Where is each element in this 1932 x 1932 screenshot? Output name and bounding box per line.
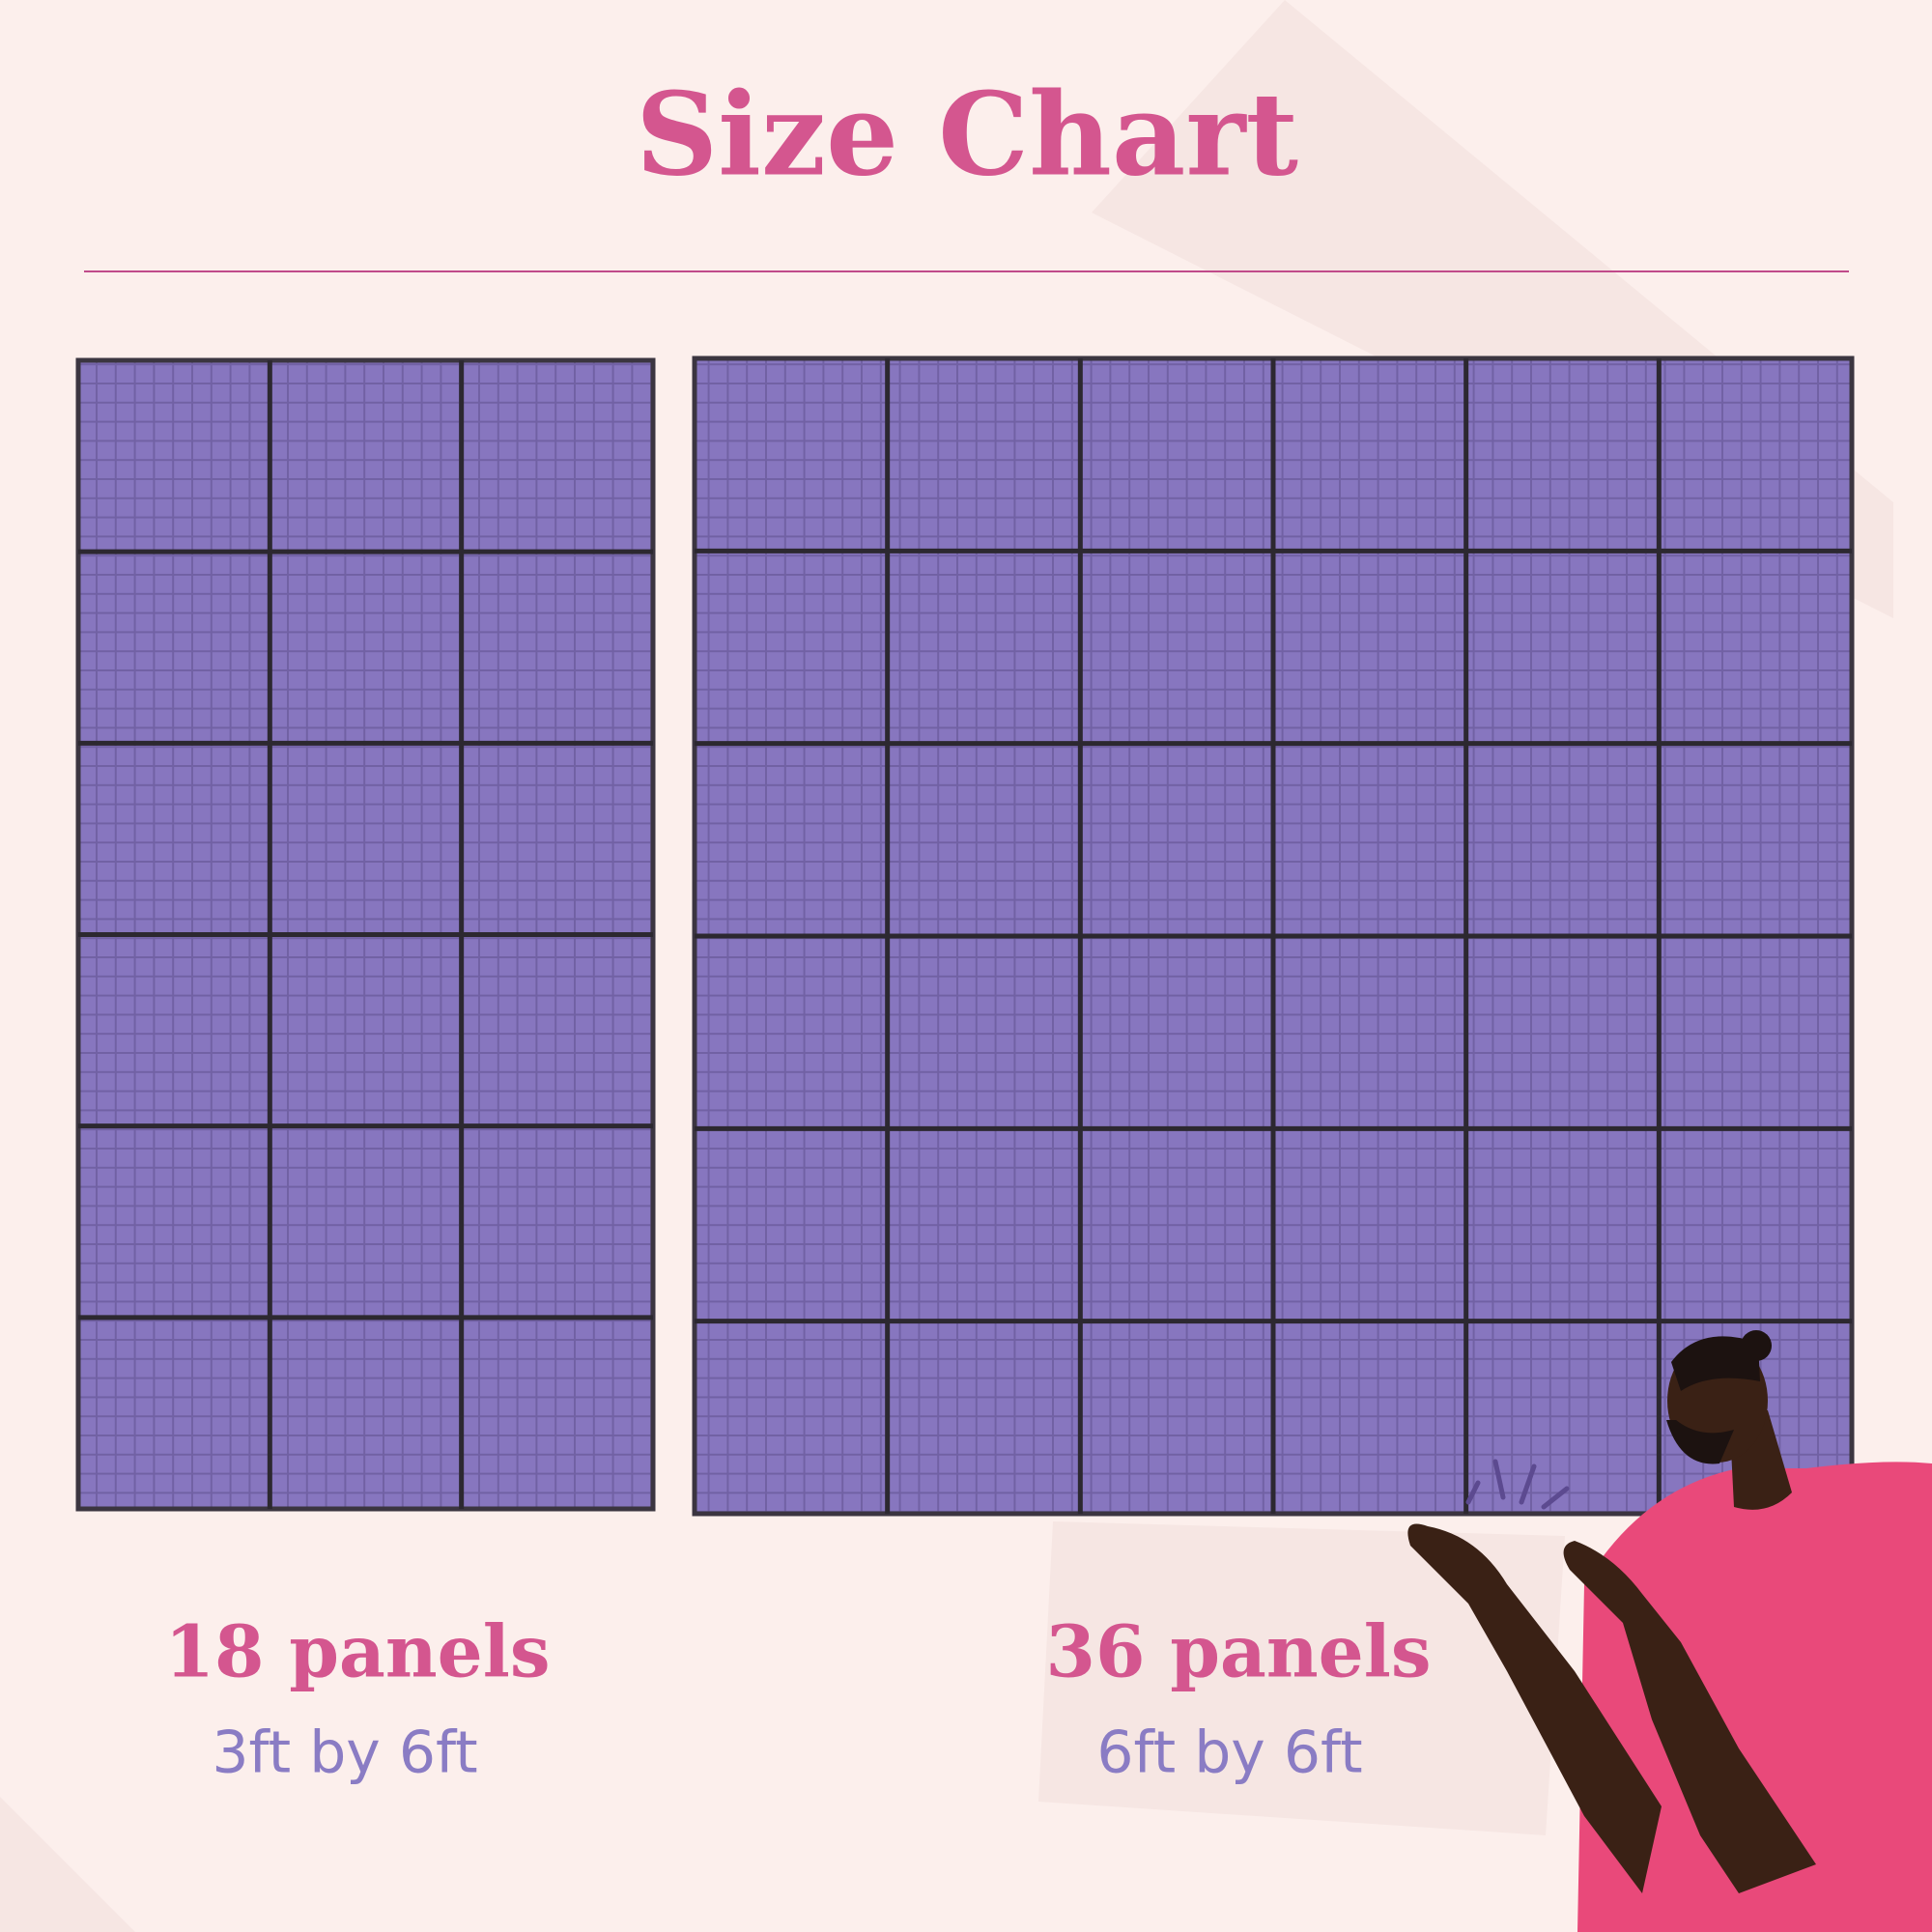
grids [75, 355, 1855, 1517]
person-illustration [1407, 1330, 1932, 1932]
panel-count: 36 panels [1045, 1611, 1431, 1694]
hair-bun [1741, 1330, 1772, 1361]
panel-size: 6ft by 6ft [1096, 1719, 1362, 1787]
shirt [1577, 1462, 1932, 1932]
beard [1666, 1420, 1734, 1464]
panel-count: 18 panels [164, 1611, 550, 1694]
background-shape [1038, 1521, 1565, 1835]
arm [1563, 1541, 1816, 1893]
title: Size Chart [636, 68, 1298, 202]
panel-size: 3ft by 6ft [212, 1719, 477, 1787]
clap-lines [1465, 1459, 1570, 1510]
background-shape [0, 1797, 135, 1932]
arm [1407, 1523, 1662, 1893]
hair [1671, 1336, 1760, 1391]
